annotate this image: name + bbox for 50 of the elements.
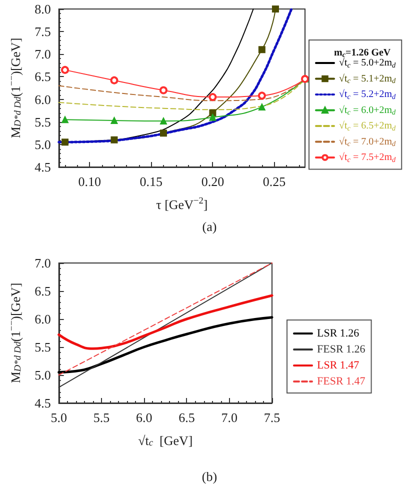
point [258,92,266,100]
point [209,114,216,121]
y-tick-label: 5.0 [34,368,51,382]
y-tick-label: 7.5 [34,24,51,40]
x-tick-label: 0.25 [262,174,286,189]
line-series [58,294,274,350]
x-tick-label: 5.0 [50,410,67,425]
y-tick-label: 5.5 [34,340,51,354]
point [160,130,167,137]
y-tick-label: 8.0 [34,2,51,16]
y-axis-title: MD*d Dd(1−−)[GeV] [8,282,24,384]
legend-label: FESR 1.26 [317,344,366,356]
x-tick-label: 6.5 [178,410,195,425]
y-tick-label: 7.0 [34,256,51,270]
line-series [58,316,274,374]
point [110,76,118,84]
point [62,138,69,146]
y-axis-title: MD*d Dd(1−−)[GeV] [8,38,24,138]
text: (b) [202,469,218,484]
x-tick-label: 7.5 [264,410,280,425]
point [208,93,217,102]
y-tick-label: 6.0 [34,92,51,107]
x-axis-title: √tc [GeV] [138,432,193,448]
legend-label: FESR 1.47 [317,376,366,388]
y-tick-label: 6.0 [34,312,51,326]
point [258,46,266,54]
point [62,116,69,124]
point [272,6,279,12]
point [159,86,168,94]
x-tick-label: 0.20 [201,174,224,189]
y-tick-label: 4.5 [34,160,51,174]
x-tick-label: 0.15 [140,174,163,189]
point [160,117,167,124]
y-tick-label: 6.5 [34,69,51,84]
legend-label: LSR 1.47 [317,360,360,372]
y-tick-label: 6.5 [34,284,51,298]
y-tick-label: 7.0 [34,46,51,62]
y-tick-label: 5.5 [34,114,51,130]
x-tick-label: 5.5 [93,410,110,425]
y-tick-label: 4.5 [34,396,51,410]
point [61,66,70,74]
x-tick-label: 0.10 [78,174,101,189]
x-tick-label: 6.0 [136,410,152,425]
text: (a) [202,219,217,234]
point [110,136,118,144]
point [258,103,266,110]
y-tick-label: 5.0 [34,136,51,152]
point [110,117,118,124]
x-tick-label: 7.0 [221,410,238,425]
legend-label: LSR 1.26 [317,328,360,340]
